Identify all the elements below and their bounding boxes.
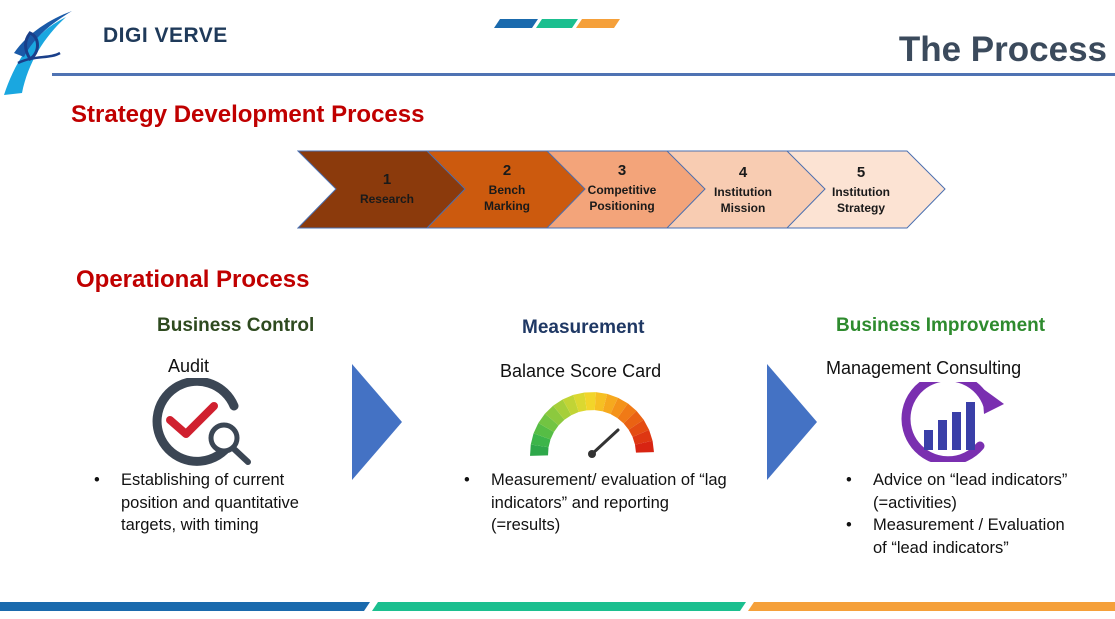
gauge-segment <box>530 444 549 456</box>
gauge-segment <box>594 392 608 412</box>
balance-score-card-label: Balance Score Card <box>500 361 662 381</box>
page-title: The Process <box>898 30 1107 69</box>
growth-chart-cycle-icon <box>901 382 1004 462</box>
digi-verve-swirl-logo <box>4 11 72 95</box>
step-5: 5 Institution Strategy <box>832 164 890 216</box>
business-improvement-bullets: Advice on “lead indicators” (=activities… <box>846 469 1076 559</box>
footer-accent-stripes <box>0 602 1115 611</box>
business-control-heading: Business Control <box>157 315 315 336</box>
brand-name: DIGI VERVE <box>103 24 228 47</box>
gauge-segment <box>617 403 637 424</box>
list-item: Establishing of current position and qua… <box>94 469 334 537</box>
list-item: Measurement/ evaluation of “lag indicato… <box>464 469 734 537</box>
gauge-segment <box>544 405 565 426</box>
list-item: Measurement / Evaluation of “lead indica… <box>846 514 1076 559</box>
gauge-segment <box>602 393 618 415</box>
strategy-heading: Strategy Development Process <box>71 101 425 128</box>
flow-arrow-icon <box>767 364 817 480</box>
gauge-segment <box>628 419 650 437</box>
gauge-segment <box>562 394 579 416</box>
gauge-segment <box>538 413 559 432</box>
step-1: 1 Research <box>359 171 415 207</box>
business-improvement-heading: Business Improvement <box>836 315 1046 336</box>
step-4: 4 Institution Mission <box>714 164 772 216</box>
flow-arrow-icon <box>352 364 402 480</box>
chevron-step-1 <box>297 150 466 229</box>
gauge-segment <box>533 422 554 440</box>
measurement-bullets: Measurement/ evaluation of “lag indicato… <box>464 469 734 537</box>
measurement-heading: Measurement <box>522 317 645 338</box>
step-3: 3 Competitive Positioning <box>587 162 657 214</box>
gauge-segment <box>610 397 628 419</box>
step-2: 2 Bench Marking <box>483 162 530 214</box>
gauge-segment <box>530 433 551 448</box>
list-item: Advice on “lead indicators” (=activities… <box>846 469 1076 514</box>
gauge-segment <box>573 392 587 413</box>
management-consulting-label: Management Consulting <box>826 358 1022 378</box>
strategy-chevron-flow: 1 Research 2 Bench Marking 3 Competitive Po… <box>297 150 947 230</box>
gauge-segment <box>632 429 653 445</box>
gauge-segment <box>623 410 644 430</box>
gauge-segment <box>634 440 654 453</box>
operational-heading: Operational Process <box>76 266 310 293</box>
business-control-bullets: Establishing of current position and qua… <box>94 469 334 537</box>
top-accent-stripes <box>494 16 624 28</box>
title-divider <box>52 73 1115 76</box>
audit-magnifier-check-icon <box>152 378 251 466</box>
gauge-segment <box>584 392 596 411</box>
gauge-meter-icon <box>530 392 654 458</box>
audit-label: Audit <box>168 356 210 376</box>
gauge-segment <box>553 399 572 420</box>
